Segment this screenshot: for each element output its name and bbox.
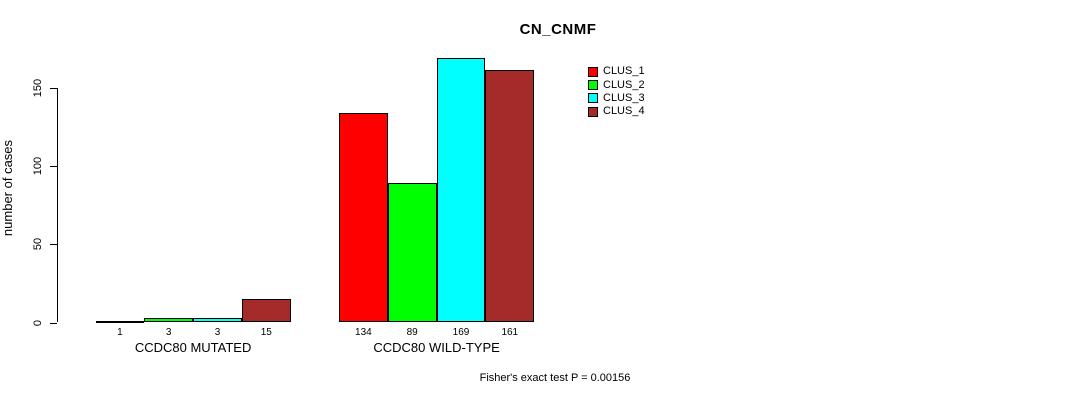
legend-swatch-icon <box>588 80 598 91</box>
legend-label: CLUS_1 <box>603 65 645 78</box>
fisher-test-annotation: Fisher's exact test P = 0.00156 <box>479 372 631 384</box>
y-tick-mark <box>50 244 57 246</box>
bar-value-label: 161 <box>501 327 519 338</box>
bar-clus_3-mutated <box>193 317 242 323</box>
y-tick-mark <box>50 165 57 167</box>
y-tick-label: 0 <box>32 319 44 326</box>
bar-value-label: 89 <box>406 327 418 338</box>
x-group-label: CCDC80 WILD-TYPE <box>373 340 500 355</box>
bar-value-label: 134 <box>355 327 372 338</box>
legend-label: CLUS_4 <box>603 105 645 118</box>
bar-value-label: 3 <box>165 327 172 338</box>
legend-swatch-icon <box>588 93 598 104</box>
bar-clus_3-wildtype <box>436 57 486 323</box>
legend-item-clus_3: CLUS_3 <box>588 92 645 105</box>
y-tick-mark <box>50 87 57 89</box>
y-axis-label: number of cases <box>0 139 15 237</box>
bar-value-label: 15 <box>260 327 272 338</box>
bar-value-label: 1 <box>117 327 123 338</box>
legend-item-clus_2: CLUS_2 <box>588 78 645 91</box>
bar-value-label: 3 <box>214 327 221 338</box>
y-tick-label: 100 <box>32 156 44 176</box>
bar-value-label: 169 <box>452 327 470 338</box>
legend-label: CLUS_2 <box>603 78 645 91</box>
bar-clus_4-mutated <box>241 299 291 323</box>
bar-clus_4-wildtype <box>485 70 535 323</box>
chart-legend: CLUS_1 CLUS_2 CLUS_3 CLUS_4 <box>588 65 645 119</box>
bar-clus_2-wildtype <box>387 183 437 323</box>
y-tick-label: 150 <box>32 78 44 97</box>
legend-swatch-icon <box>588 66 598 77</box>
bar-clus_1-mutated <box>95 320 145 323</box>
y-tick-label: 50 <box>32 238 44 251</box>
legend-item-clus_1: CLUS_1 <box>588 65 645 78</box>
bar-clus_1-wildtype <box>339 112 388 323</box>
y-axis-line <box>57 87 58 323</box>
x-group-label: CCDC80 MUTATED <box>134 340 252 355</box>
bar-clus_2-mutated <box>144 317 194 323</box>
chart-title: CN_CNMF <box>519 21 597 38</box>
legend-item-clus_4: CLUS_4 <box>588 105 645 118</box>
legend-swatch-icon <box>588 106 598 117</box>
y-tick-mark <box>50 322 57 324</box>
legend-label: CLUS_3 <box>603 91 645 104</box>
